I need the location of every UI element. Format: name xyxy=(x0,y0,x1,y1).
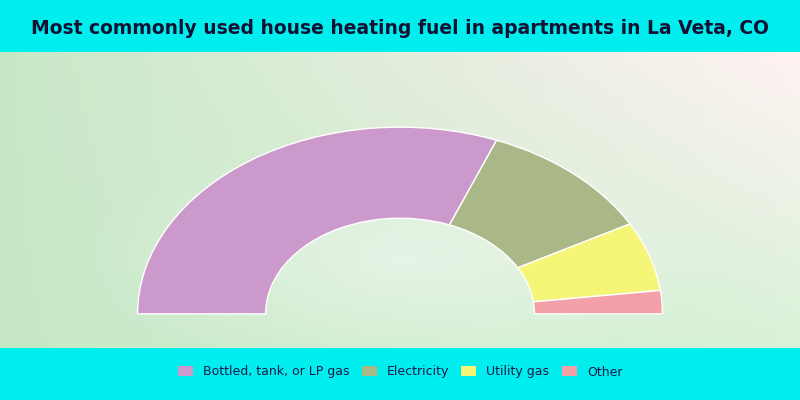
Wedge shape xyxy=(138,127,497,314)
Legend: Bottled, tank, or LP gas, Electricity, Utility gas, Other: Bottled, tank, or LP gas, Electricity, U… xyxy=(174,362,626,382)
Wedge shape xyxy=(518,224,660,302)
Wedge shape xyxy=(450,140,630,268)
Text: Most commonly used house heating fuel in apartments in La Veta, CO: Most commonly used house heating fuel in… xyxy=(31,19,769,38)
Wedge shape xyxy=(534,290,662,314)
